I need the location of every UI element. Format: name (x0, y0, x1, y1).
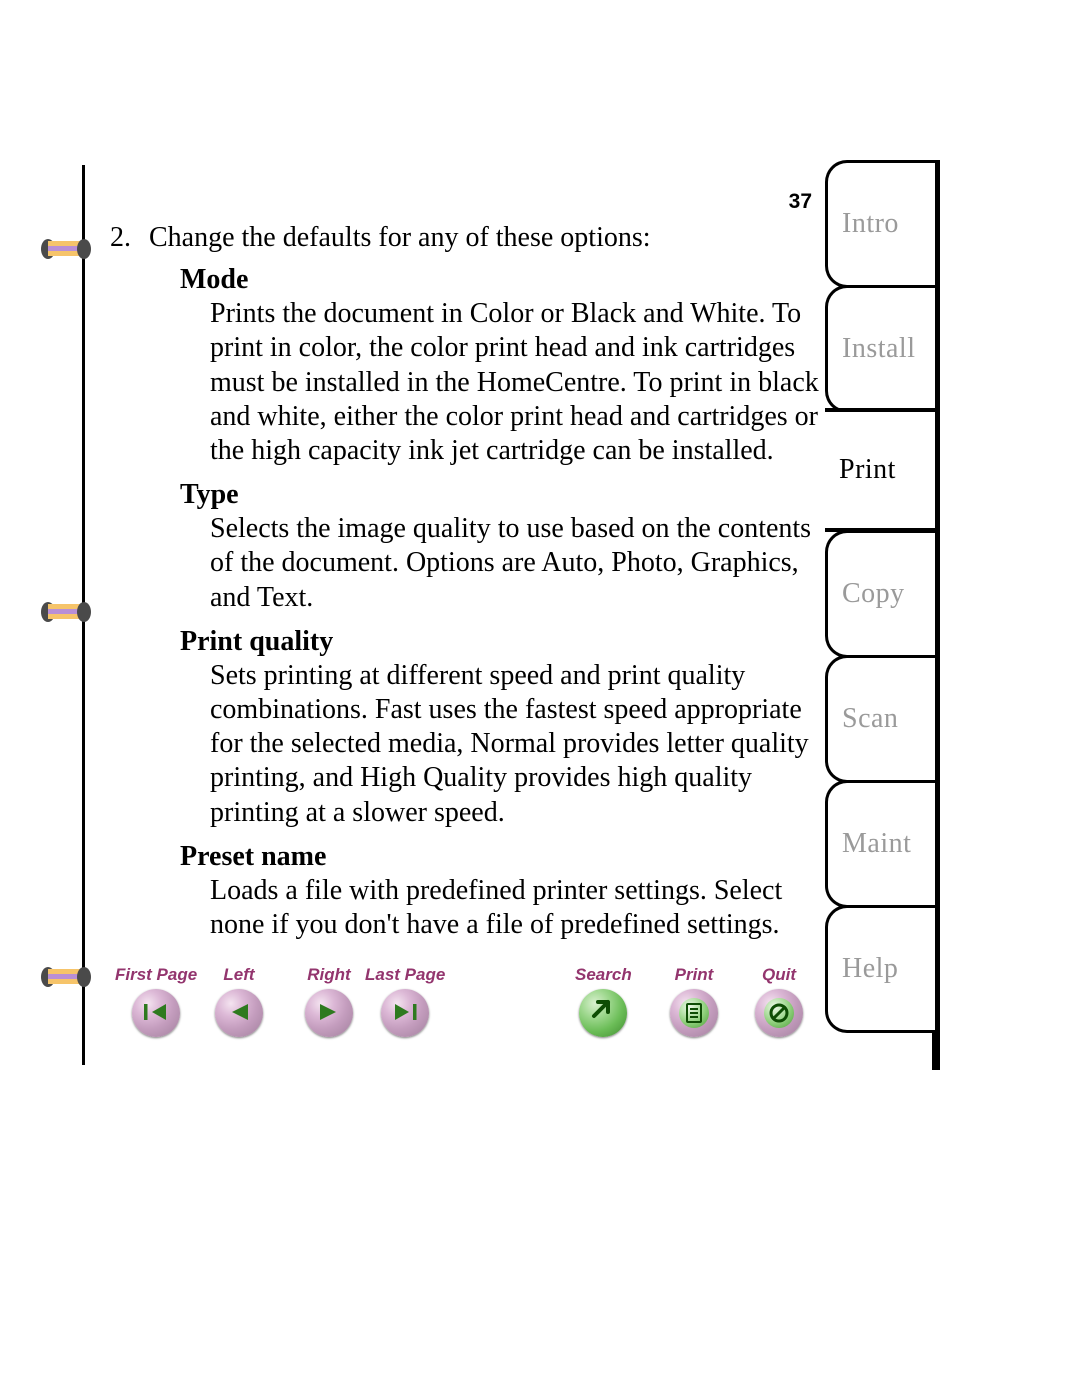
left-icon (228, 1000, 250, 1026)
list-item-intro: 2. Change the defaults for any of these … (110, 221, 830, 255)
right-button[interactable] (305, 989, 353, 1037)
last-page-icon (391, 1000, 419, 1026)
section-title-type: Type (180, 478, 830, 512)
nav-label-last-page: Last Page (365, 965, 445, 985)
tab-label: Print (839, 454, 896, 486)
nav-item-first-page: First Page (115, 965, 197, 1037)
quit-icon (764, 998, 794, 1028)
side-tabs: Intro Install Print Copy Scan Maint Help (825, 160, 935, 1070)
section-title-print-quality: Print quality (180, 625, 830, 659)
first-page-icon (142, 1000, 170, 1026)
nav-item-search: Search (575, 965, 632, 1037)
binder-ring-icon (40, 237, 92, 261)
nav-item-left: Left (215, 965, 263, 1037)
tab-print[interactable]: Print (825, 410, 935, 530)
tab-label: Maint (842, 828, 911, 860)
tab-install[interactable]: Install (825, 285, 935, 413)
section-body-type: Selects the image quality to use based o… (210, 512, 820, 614)
nav-item-last-page: Last Page (365, 965, 445, 1037)
tab-help[interactable]: Help (825, 905, 935, 1033)
nav-item-print: Print (670, 965, 718, 1037)
first-page-button[interactable] (132, 989, 180, 1037)
tab-maint[interactable]: Maint (825, 780, 935, 908)
quit-button[interactable] (755, 989, 803, 1037)
nav-label-search: Search (575, 965, 632, 985)
nav-item-quit: Quit (755, 965, 803, 1037)
tab-scan[interactable]: Scan (825, 655, 935, 783)
nav-label-right: Right (305, 965, 353, 985)
section-title-mode: Mode (180, 263, 830, 297)
section-body-preset-name: Loads a file with predefined printer set… (210, 874, 820, 942)
nav-label-left: Left (215, 965, 263, 985)
tab-label: Install (842, 333, 916, 365)
tab-label: Intro (842, 208, 899, 240)
section-body-print-quality: Sets printing at different speed and pri… (210, 659, 820, 830)
nav-label-print: Print (670, 965, 718, 985)
bottom-nav: First Page Left Right Last Page (115, 965, 815, 1045)
search-icon (590, 998, 616, 1028)
tab-label: Scan (842, 703, 898, 735)
print-button[interactable] (670, 989, 718, 1037)
binder-ring-icon (40, 600, 92, 624)
right-icon (318, 1000, 340, 1026)
page-content: 2. Change the defaults for any of these … (110, 221, 830, 952)
nav-label-first-page: First Page (115, 965, 197, 985)
section-body-mode: Prints the document in Color or Black an… (210, 297, 820, 468)
tab-intro[interactable]: Intro (825, 160, 935, 288)
tab-label: Copy (842, 578, 905, 610)
print-icon (679, 998, 709, 1028)
intro-text: Change the defaults for any of these opt… (149, 222, 651, 253)
nav-item-right: Right (305, 965, 353, 1037)
tab-copy[interactable]: Copy (825, 530, 935, 658)
tab-label: Help (842, 953, 898, 985)
last-page-button[interactable] (381, 989, 429, 1037)
search-button[interactable] (579, 989, 627, 1037)
nav-label-quit: Quit (755, 965, 803, 985)
page-area: 2. Change the defaults for any of these … (70, 165, 830, 1065)
left-button[interactable] (215, 989, 263, 1037)
list-number: 2. (110, 221, 142, 255)
binder-ring-icon (40, 965, 92, 989)
section-title-preset-name: Preset name (180, 840, 830, 874)
